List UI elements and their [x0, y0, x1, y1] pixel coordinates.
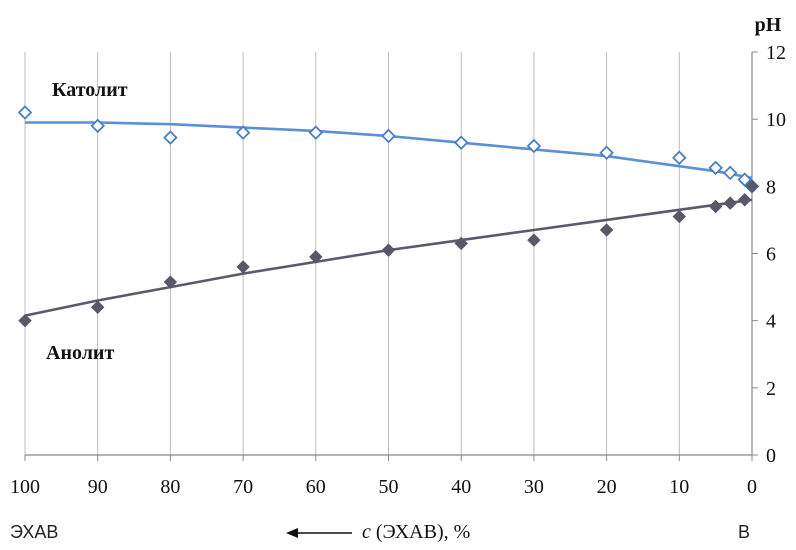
trend-line: [24, 198, 753, 317]
x-tick-label: 90: [88, 476, 108, 498]
data-point: [527, 233, 541, 247]
data-point: [672, 150, 687, 166]
x-tick-label: 0: [747, 476, 757, 498]
data-point: [526, 138, 542, 154]
data-point: [163, 275, 178, 289]
series-label-anolyte: Анолит: [46, 342, 114, 364]
data-point: [308, 125, 324, 140]
data-point: [18, 313, 32, 328]
series-layer: [17, 105, 760, 328]
data-point: [737, 172, 753, 187]
data-point: [309, 250, 323, 264]
data-point: [235, 125, 251, 140]
y-tick-label: 12: [766, 42, 786, 64]
series-catholyte: [17, 105, 760, 194]
y-tick-label: 2: [766, 378, 776, 400]
data-point: [708, 160, 723, 176]
x-right-label: В: [738, 522, 750, 542]
series-anolyte: [18, 179, 759, 328]
y-tick-label: 10: [766, 109, 786, 131]
data-point: [163, 130, 178, 145]
data-point: [454, 236, 468, 251]
x-axis-label-rest: (ЭХАВ), %: [371, 521, 470, 543]
x-ticks: 100 90 80 70 60 50 40 30 20 10 0: [10, 455, 757, 498]
data-point: [708, 199, 723, 214]
svg-text:c (ЭХАВ), %: c (ЭХАВ), %: [362, 521, 470, 543]
data-point: [453, 135, 469, 150]
x-axis-label-variable: c: [362, 521, 371, 543]
data-point: [236, 260, 250, 274]
x-tick-label: 80: [160, 476, 180, 498]
trend-line: [25, 121, 753, 180]
data-point: [723, 196, 737, 210]
data-point: [17, 105, 33, 120]
x-tick-label: 100: [10, 476, 40, 498]
x-axis-caption: c (ЭХАВ), %: [286, 521, 470, 543]
data-point: [381, 243, 396, 257]
y-tick-label: 4: [766, 311, 776, 333]
x-tick-label: 60: [306, 476, 326, 498]
arrow-head-icon: [286, 528, 298, 538]
x-tick-label: 10: [669, 476, 689, 498]
data-point: [599, 223, 614, 237]
data-point: [599, 145, 614, 161]
data-point: [90, 300, 105, 314]
x-tick-label: 70: [233, 476, 253, 498]
data-point: [90, 118, 105, 134]
x-tick-label: 30: [524, 476, 544, 498]
y-tick-label: 6: [766, 244, 776, 266]
series-label-catholyte: Католит: [52, 79, 128, 101]
x-left-label: ЭХАВ: [10, 522, 58, 542]
data-point: [381, 128, 396, 144]
x-tick-label: 20: [597, 476, 617, 498]
y-axis-label: pH: [755, 14, 782, 36]
data-point: [672, 209, 687, 224]
data-point: [738, 193, 752, 207]
x-tick-label: 50: [379, 476, 399, 498]
x-tick-label: 40: [451, 476, 471, 498]
y-ticks: 0 2 4 6 8 10 12: [752, 42, 786, 467]
data-point: [722, 165, 738, 181]
data-point: [745, 179, 759, 194]
y-tick-label: 8: [766, 176, 776, 198]
y-tick-label: 0: [766, 445, 776, 467]
